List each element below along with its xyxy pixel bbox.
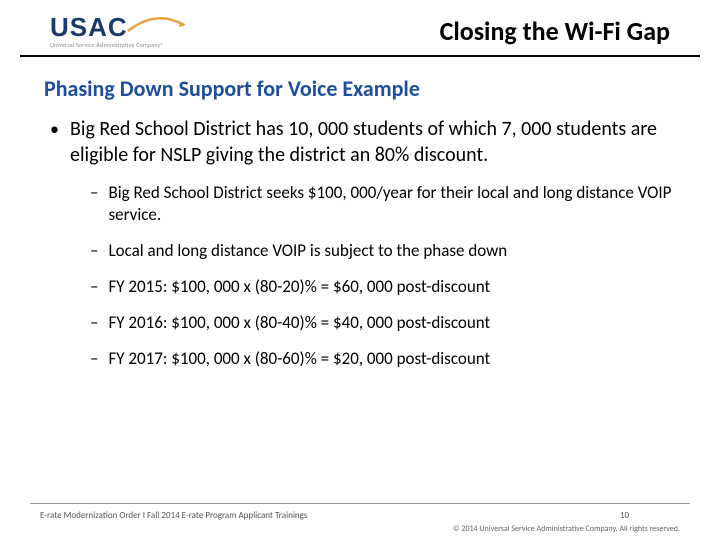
list-item: – FY 2015: $100, 000 x (80-20)% = $60, 0… xyxy=(90,276,676,298)
logo-arc-icon xyxy=(126,15,186,35)
sub-bullet-list: – Big Red School District seeks $100, 00… xyxy=(90,182,676,370)
logo: USAC Universal Service Administrative Co… xyxy=(50,12,186,49)
footer-divider xyxy=(30,503,690,504)
logo-subtext: Universal Service Administrative Company… xyxy=(50,41,164,49)
dash-icon: – xyxy=(90,312,98,334)
footer-left-text: E-rate Modernization Order I Fall 2014 E… xyxy=(40,510,620,521)
dash-icon: – xyxy=(90,182,98,204)
footer-row: E-rate Modernization Order I Fall 2014 E… xyxy=(30,510,690,521)
list-item: – FY 2016: $100, 000 x (80-40)% = $40, 0… xyxy=(90,312,676,334)
bullet-icon: • xyxy=(50,116,56,142)
sub-bullet-text: FY 2017: $100, 000 x (80-60)% = $20, 000… xyxy=(108,348,490,370)
footer-copyright: © 2014 Universal Service Administrative … xyxy=(30,521,690,534)
section-title: Phasing Down Support for Voice Example xyxy=(44,75,676,102)
dash-icon: – xyxy=(90,240,98,262)
main-bullet-text: Big Red School District has 10, 000 stud… xyxy=(70,116,676,168)
footer: E-rate Modernization Order I Fall 2014 E… xyxy=(0,503,720,540)
list-item: – FY 2017: $100, 000 x (80-60)% = $20, 0… xyxy=(90,348,676,370)
header-bar: USAC Universal Service Administrative Co… xyxy=(20,0,700,57)
page-title: Closing the Wi-Fi Gap xyxy=(440,15,670,49)
list-item: – Big Red School District seeks $100, 00… xyxy=(90,182,676,226)
sub-bullet-text: Local and long distance VOIP is subject … xyxy=(108,240,507,262)
logo-main: USAC xyxy=(50,12,186,43)
main-bullet: • Big Red School District has 10, 000 st… xyxy=(44,116,676,168)
dash-icon: – xyxy=(90,348,98,370)
dash-icon: – xyxy=(90,276,98,298)
sub-bullet-text: Big Red School District seeks $100, 000/… xyxy=(108,182,676,226)
page-number: 10 xyxy=(620,510,680,521)
sub-bullet-text: FY 2015: $100, 000 x (80-20)% = $60, 000… xyxy=(108,276,490,298)
logo-text: USAC xyxy=(50,12,128,43)
list-item: – Local and long distance VOIP is subjec… xyxy=(90,240,676,262)
sub-bullet-text: FY 2016: $100, 000 x (80-40)% = $40, 000… xyxy=(108,312,490,334)
content-area: Phasing Down Support for Voice Example •… xyxy=(0,57,720,370)
